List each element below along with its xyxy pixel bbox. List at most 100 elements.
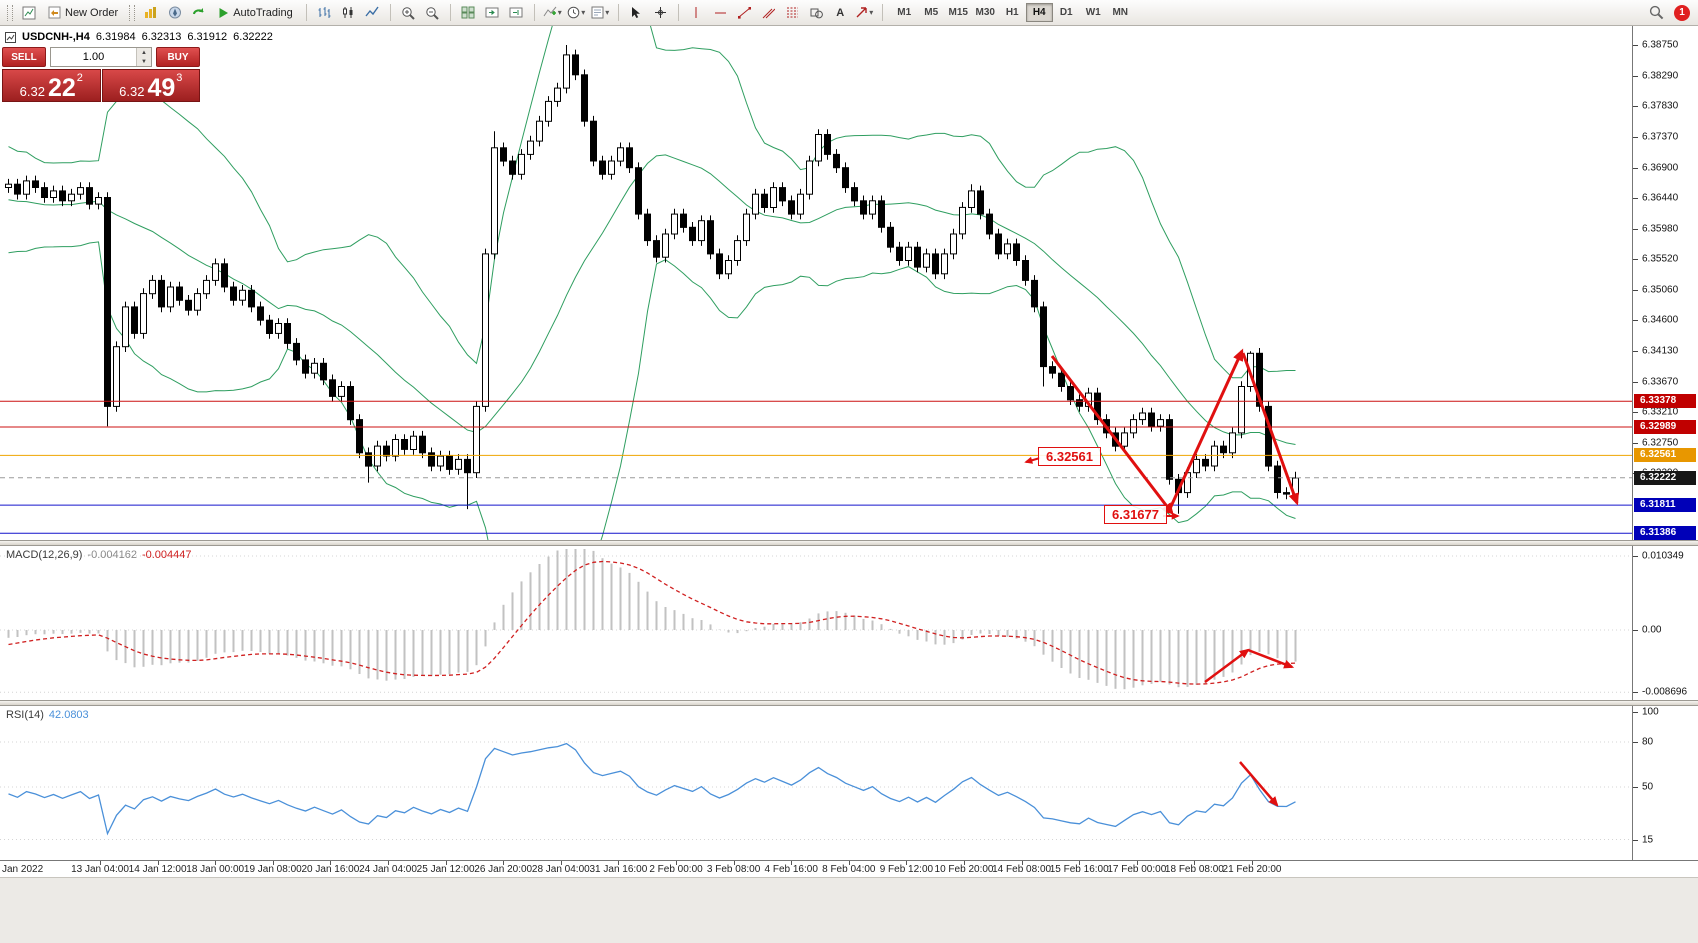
volume-input[interactable] — [51, 48, 136, 66]
macd-label: MACD(12,26,9) -0.004162 -0.004447 — [6, 549, 192, 561]
navigator-icon[interactable] — [163, 2, 186, 24]
autotrading-label: AutoTrading — [233, 6, 293, 19]
toolbar-drag-handle[interactable] — [129, 4, 136, 21]
chevron-down-icon: ▾ — [869, 8, 874, 17]
volume-control: ▲ ▼ — [50, 47, 152, 67]
time-axis-tick — [1021, 861, 1023, 865]
toolbar-drag-handle[interactable] — [7, 4, 13, 21]
zoom-out-icon[interactable] — [421, 2, 444, 24]
sell-button[interactable]: SELL — [2, 47, 46, 67]
market-watch-icon[interactable] — [139, 2, 162, 24]
timeframe-d1-button[interactable]: D1 — [1053, 3, 1080, 22]
channel-tool-icon[interactable] — [757, 2, 780, 24]
text-tool-icon[interactable]: A — [829, 2, 852, 24]
auto-scroll-icon[interactable] — [481, 2, 504, 24]
line-chart-type-icon[interactable] — [361, 2, 384, 24]
timeframe-h1-button[interactable]: H1 — [999, 3, 1026, 22]
zoom-in-icon[interactable] — [397, 2, 420, 24]
timeframe-m5-button[interactable]: M5 — [918, 3, 945, 22]
price-callout-6.31677[interactable]: 6.31677 — [1104, 505, 1167, 524]
panel-resize-handle[interactable] — [0, 700, 1698, 706]
search-icon[interactable] — [1645, 2, 1668, 24]
time-axis-tick — [503, 861, 505, 865]
candlestick-chart-type-icon[interactable] — [337, 2, 360, 24]
macd-axis-label: 0.00 — [1642, 624, 1662, 636]
arrow-object-glyph — [856, 7, 867, 18]
timeframe-w1-button[interactable]: W1 — [1080, 3, 1107, 22]
timeframe-m30-button[interactable]: M30 — [972, 3, 999, 22]
macd-axis-label: 0.010349 — [1642, 550, 1684, 562]
text-tool-glyph: A — [836, 6, 845, 19]
macd-signal-value: -0.004447 — [141, 549, 192, 561]
price-axis[interactable]: 6.38750 6.38290 6.37830 6.37370 6.36900 6.364… — [1632, 26, 1698, 860]
template-glyph — [591, 6, 604, 19]
sell-price-button[interactable]: 6.32 22 2 — [2, 69, 101, 102]
volume-decrease-button[interactable]: ▼ — [137, 57, 151, 66]
panel-resize-handle[interactable] — [0, 540, 1698, 546]
time-axis-tick — [1194, 861, 1196, 865]
time-axis-label: 28 Jan 04:00 — [531, 864, 590, 875]
autotrading-play-icon — [219, 7, 229, 18]
time-axis-tick — [157, 861, 159, 865]
timeframe-m15-button[interactable]: M15 — [945, 3, 972, 22]
price-axis-tick — [1633, 259, 1638, 261]
timeframe-h4-button[interactable]: H4 — [1025, 3, 1053, 22]
autotrading-button[interactable]: AutoTrading — [211, 3, 300, 23]
macd-panel-canvas[interactable] — [0, 546, 1632, 700]
time-axis-label: 13 Jan 04:00 — [71, 864, 129, 875]
time-axis[interactable]: Jan 2022 13 Jan 04:00 14 Jan 12:00 18 Jan 0… — [0, 860, 1698, 877]
rsi-axis-label: 15 — [1642, 834, 1654, 845]
notification-badge[interactable]: 1 — [1674, 4, 1690, 21]
price-level-badge: 6.33378 — [1634, 394, 1696, 409]
vertical-line-tool-icon[interactable] — [685, 2, 708, 24]
indicators-glyph — [543, 6, 557, 17]
trendline-tool-icon[interactable] — [733, 2, 756, 24]
timeframe-group: M1 M5 M15 M30 H1 H4 D1 W1 MN — [891, 3, 1134, 22]
hline-glyph — [714, 12, 726, 13]
indicators-icon[interactable]: ▾ — [541, 2, 564, 24]
time-axis-label: 3 Feb 08:00 — [706, 864, 761, 875]
volume-increase-button[interactable]: ▲ — [137, 48, 151, 57]
chart-shift-icon[interactable] — [505, 2, 528, 24]
rsi-axis-label: 50 — [1642, 781, 1654, 793]
shapes-tool-icon[interactable] — [805, 2, 828, 24]
navigator-glyph — [168, 6, 181, 19]
fibonacci-glyph — [786, 7, 798, 18]
crosshair-icon[interactable] — [649, 2, 672, 24]
cursor-icon[interactable] — [625, 2, 648, 24]
fibonacci-tool-icon[interactable] — [781, 2, 804, 24]
periods-icon[interactable]: ▾ — [565, 2, 588, 24]
sell-price-sup: 2 — [76, 72, 83, 84]
time-axis-label: 14 Feb 08:00 — [992, 864, 1052, 875]
bar-chart-type-icon[interactable] — [313, 2, 336, 24]
time-axis-label: 17 Feb 00:00 — [1107, 864, 1167, 875]
toolbar-separator — [305, 4, 307, 21]
timeframe-m1-button[interactable]: M1 — [891, 3, 918, 22]
market-watch-glyph — [144, 7, 156, 18]
terminal-icon[interactable] — [187, 2, 210, 24]
crosshair-glyph — [654, 7, 666, 18]
macd-name: MACD(12,26,9) — [6, 549, 83, 561]
buy-button[interactable]: BUY — [156, 47, 200, 67]
tile-windows-icon[interactable] — [457, 2, 480, 24]
chart-workspace: 6.38750 6.38290 6.37830 6.37370 6.36900 6.364… — [0, 26, 1698, 943]
buy-price-button[interactable]: 6.32 49 3 — [101, 69, 200, 102]
rsi-panel-canvas[interactable] — [0, 706, 1632, 860]
price-axis-tick — [1633, 442, 1638, 444]
time-axis-tick — [1252, 861, 1253, 865]
main-chart-canvas[interactable] — [0, 26, 1632, 540]
time-axis-label: 4 Feb 16:00 — [764, 864, 818, 875]
time-axis-tick — [791, 861, 793, 865]
line-chart-glyph — [365, 6, 379, 17]
time-axis-tick — [1136, 861, 1138, 865]
time-axis-label: 9 Feb 12:00 — [879, 864, 934, 875]
price-callout-6.32561[interactable]: 6.32561 — [1038, 447, 1101, 466]
time-axis-tick — [964, 861, 965, 865]
templates-icon[interactable]: ▾ — [589, 2, 612, 24]
timeframe-mn-button[interactable]: MN — [1107, 3, 1134, 22]
new-order-button[interactable]: New Order — [41, 3, 125, 23]
arrow-object-tool-icon[interactable]: ▾ — [853, 2, 876, 24]
horizontal-line-tool-icon[interactable] — [709, 2, 732, 24]
chart-window-icon[interactable] — [17, 2, 40, 24]
price-tick-label: 6.33210 — [1642, 406, 1679, 418]
